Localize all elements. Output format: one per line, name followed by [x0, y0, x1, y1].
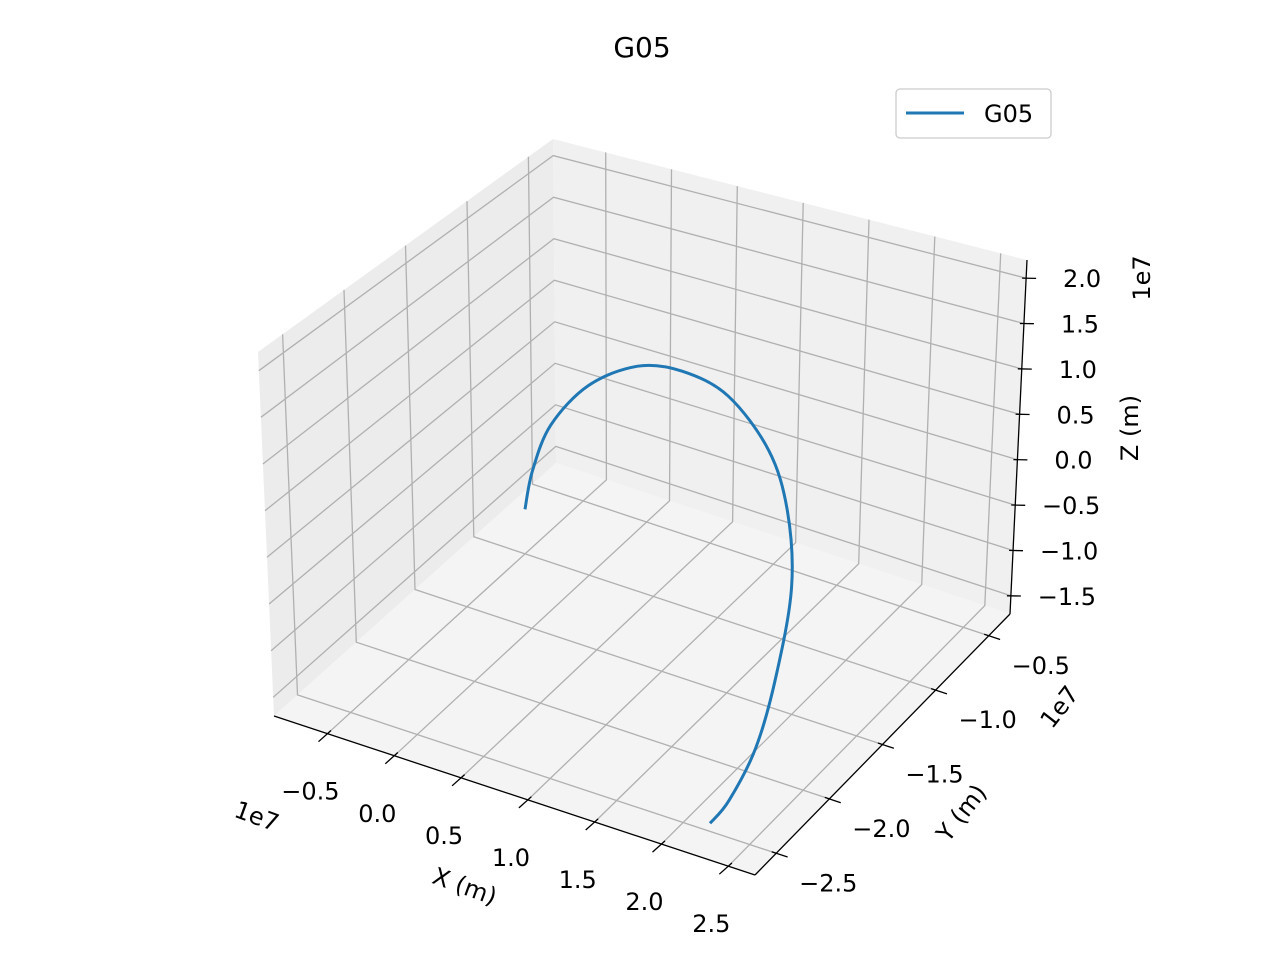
y-axis-label: Y (m) [930, 779, 992, 848]
z-tick-6-label: 1.5 [1061, 311, 1099, 339]
legend: G05 [896, 89, 1051, 138]
y-offset-label: 1e7 [1035, 681, 1085, 734]
z-tick-0-label: −1.5 [1038, 583, 1096, 611]
y-tick-4-label: −0.5 [1012, 652, 1070, 680]
y-tick-0-label: −2.5 [799, 869, 857, 897]
x-tick-6-label: 2.5 [692, 910, 730, 938]
z-tick-3-label: 0.0 [1054, 447, 1092, 475]
z-tick-7-label: 2.0 [1063, 265, 1101, 293]
x-axis-label: X (m) [429, 862, 501, 911]
y-tick-1-label: −2.0 [852, 815, 910, 843]
x-tick-4-label: 1.5 [559, 866, 597, 894]
x-tick-3-label: 1.0 [492, 844, 530, 872]
x-tick-2-label: 0.5 [425, 822, 463, 850]
chart-title: G05 [613, 31, 670, 64]
x-tick-0-label: −0.5 [281, 778, 339, 806]
z-tick-4-label: 0.5 [1057, 401, 1095, 429]
x-offset-label: 1e7 [231, 796, 283, 838]
z-offset-label: 1e7 [1128, 255, 1156, 300]
x-tick-1-label: 0.0 [358, 800, 396, 828]
z-tick-2-label: −0.5 [1042, 492, 1100, 520]
y-tick-3-label: −1.0 [958, 706, 1016, 734]
z-axis-label: Z (m) [1116, 395, 1144, 461]
z-tick-5-label: 1.0 [1059, 356, 1097, 384]
z-tick-1-label: −1.0 [1040, 538, 1098, 566]
legend-entry-g05: G05 [984, 100, 1033, 128]
x-tick-5-label: 2.0 [625, 888, 663, 916]
y-tick-2-label: −1.5 [905, 761, 963, 789]
